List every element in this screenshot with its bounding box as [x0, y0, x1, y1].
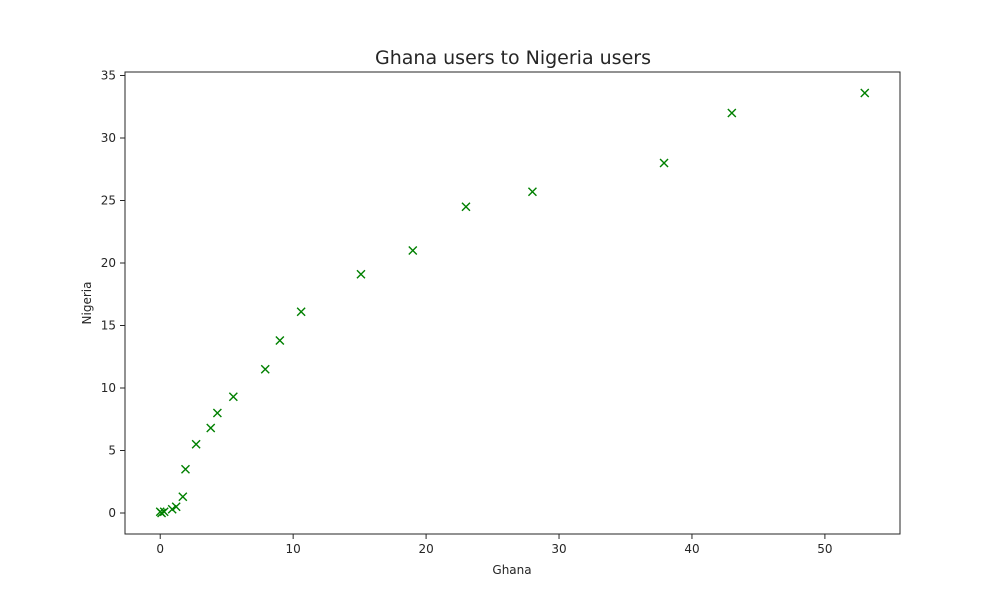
y-axis-label: Nigeria: [80, 282, 94, 325]
data-point: [296, 307, 306, 317]
data-point: [860, 88, 870, 98]
data-points: [155, 88, 870, 518]
data-point: [157, 508, 167, 518]
y-tick-label: 20: [101, 256, 116, 270]
y-tick-label: 35: [101, 69, 116, 83]
y-tick-label: 0: [108, 506, 116, 520]
chart-title: Ghana users to Nigeria users: [375, 47, 651, 69]
x-tick-label: 0: [156, 542, 164, 556]
y-tick-label: 25: [101, 194, 116, 208]
data-point: [167, 504, 177, 514]
y-tick-label: 30: [101, 131, 116, 145]
x-tick-label: 20: [418, 542, 433, 556]
data-point: [727, 108, 737, 118]
data-point: [659, 158, 669, 168]
y-tick-label: 10: [101, 381, 116, 395]
data-point: [228, 392, 238, 402]
x-tick-label: 30: [551, 542, 566, 556]
x-tick-label: 40: [684, 542, 699, 556]
data-point: [275, 336, 285, 345]
data-point: [180, 464, 190, 474]
data-point: [178, 492, 188, 502]
data-point: [206, 423, 216, 433]
data-point: [191, 439, 201, 449]
x-tick-label: 10: [286, 542, 301, 556]
x-axis-label: Ghana: [492, 563, 531, 577]
data-point: [356, 269, 366, 279]
x-tick-label: 50: [817, 542, 832, 556]
data-point: [461, 202, 471, 212]
plot-area: [124, 71, 901, 535]
data-point: [212, 408, 222, 418]
data-point: [159, 507, 169, 517]
y-axis: 0 5 10 15 20 25 30 35: [101, 69, 125, 520]
data-point: [171, 502, 181, 512]
y-tick-label: 15: [101, 319, 116, 333]
data-point: [408, 246, 418, 255]
x-axis: 0 10 20 30 40 50: [156, 534, 833, 556]
y-tick-label: 5: [108, 444, 116, 458]
data-point: [260, 364, 270, 374]
data-point: [527, 187, 537, 197]
